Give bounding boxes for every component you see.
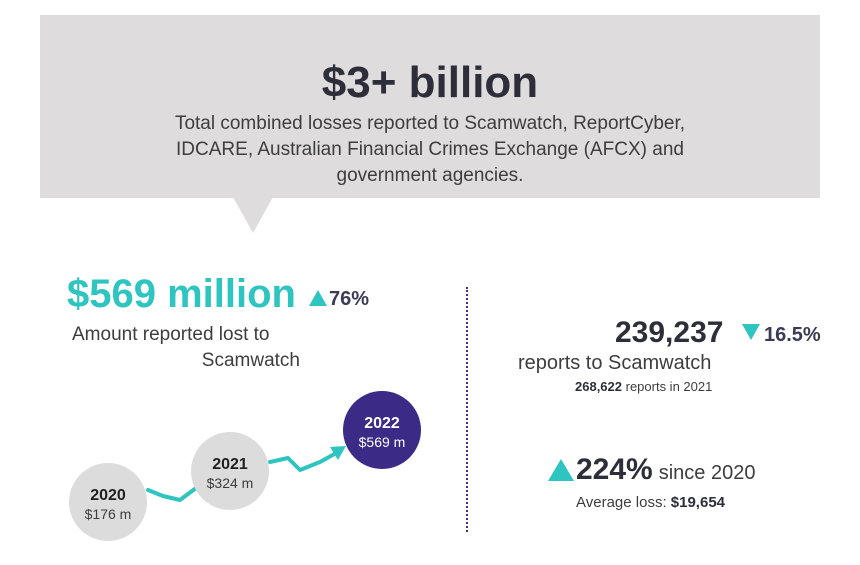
section-divider [466, 287, 468, 532]
previous-reports-text: reports in 2021 [622, 379, 713, 394]
reports-change-value: 16.5% [764, 324, 821, 346]
average-loss-change-value: 224% [576, 453, 653, 486]
average-loss-label: Average loss: [576, 494, 671, 511]
trend-line-segment [268, 450, 340, 472]
reports-count: 239,237 [615, 315, 723, 351]
bubble-value-label: $569 m [359, 434, 406, 450]
increase-arrow-icon [309, 290, 327, 306]
description-line: government agencies. [336, 165, 524, 186]
caption-line: Amount reported lost to [72, 324, 270, 345]
reports-count-value: 239,237 [615, 316, 724, 349]
bubble-value-label: $176 m [85, 506, 132, 522]
description-line: IDCARE, Australian Financial Crimes Exch… [176, 139, 684, 160]
average-loss-value: $19,654 [670, 494, 726, 511]
scamwatch-loss-amount: $569 million [67, 272, 296, 316]
trend-arrowhead-icon [330, 446, 346, 460]
year-bubble-2021 [191, 432, 269, 510]
total-losses-description: Total combined losses reported to Scamwa… [40, 111, 820, 189]
year-bubble-2022 [343, 391, 421, 469]
bubble-year-label: 2022 [364, 415, 400, 432]
trend-line-segment [146, 486, 198, 502]
average-loss: Average loss: $19,654 [576, 494, 725, 511]
total-losses-headline: $3+ billion [321, 58, 539, 107]
caption-line: Scamwatch [201, 350, 300, 371]
previous-reports: 268,622 reports in 2021 [575, 379, 712, 394]
reports-label: reports to Scamwatch [518, 352, 712, 374]
average-loss-change: 224% since 2020 [548, 452, 755, 493]
bubble-year-label: 2020 [90, 487, 126, 504]
headline-banner: $3+ billion Total combined losses report… [40, 15, 820, 198]
scamwatch-loss-caption: Amount reported lost to Scamwatch [72, 322, 300, 374]
banner-pointer [233, 197, 273, 233]
bubble-value-label: $324 m [207, 475, 254, 491]
year-bubble-2020 [69, 463, 147, 541]
bubble-year-label: 2021 [212, 456, 248, 473]
description-line: Total combined losses reported to Scamwa… [174, 113, 686, 134]
previous-reports-count: 268,622 [575, 379, 622, 394]
reports-change: 16.5% [742, 323, 821, 347]
since-label: since 2020 [658, 462, 756, 484]
scamwatch-loss-change: 76% [309, 287, 369, 311]
increase-arrow-icon [548, 459, 574, 481]
decrease-arrow-icon [742, 324, 760, 340]
loss-change-value: 76% [329, 288, 370, 310]
